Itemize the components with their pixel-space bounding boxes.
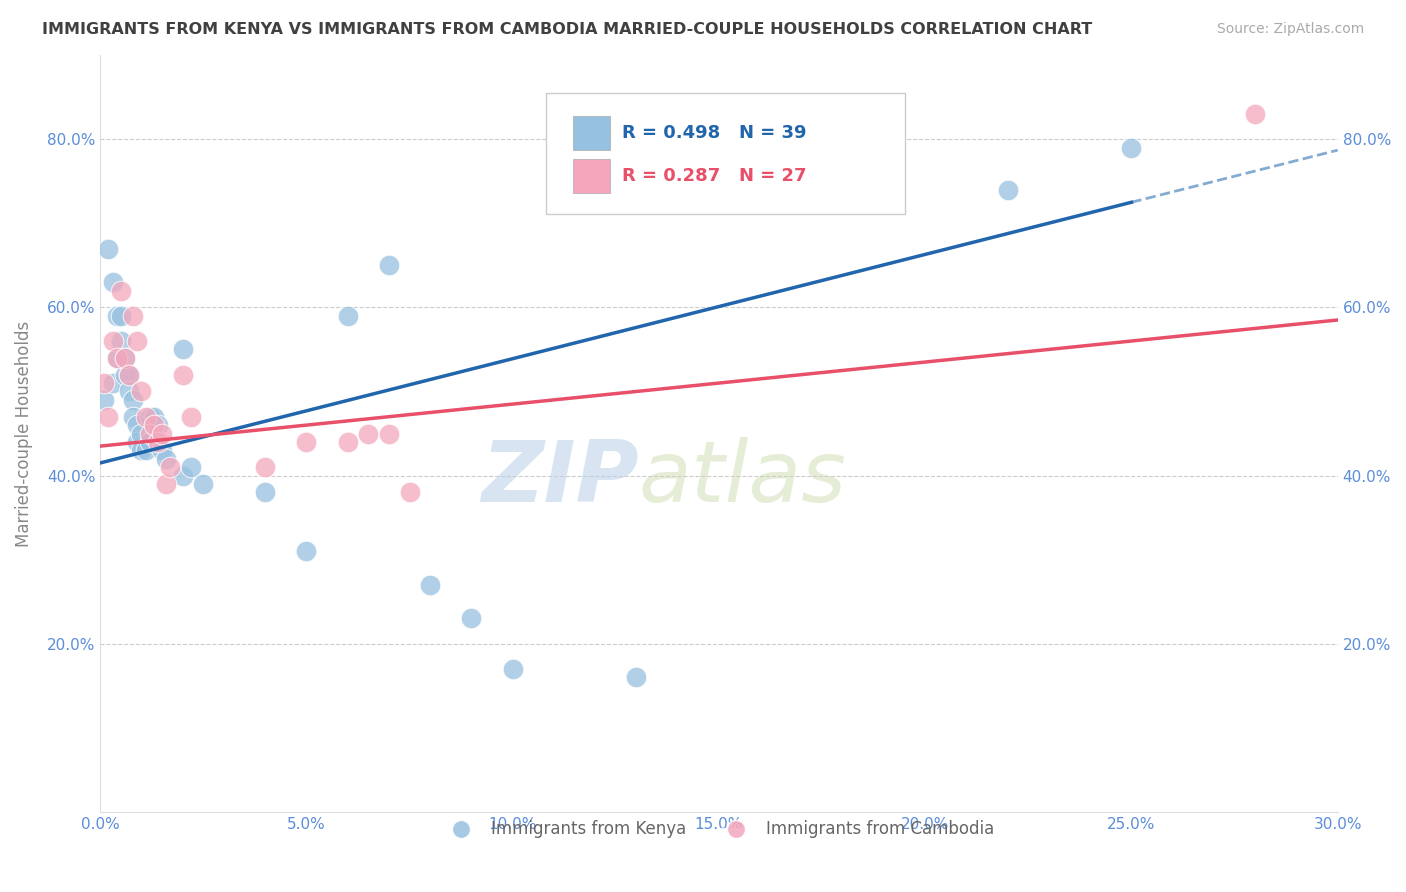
Text: ZIP: ZIP (481, 437, 638, 520)
Text: IMMIGRANTS FROM KENYA VS IMMIGRANTS FROM CAMBODIA MARRIED-COUPLE HOUSEHOLDS CORR: IMMIGRANTS FROM KENYA VS IMMIGRANTS FROM… (42, 22, 1092, 37)
Point (142, 409, 165, 424)
Point (93, 376, 115, 390)
Point (114, 351, 136, 365)
Point (118, 368, 141, 382)
Point (139, 409, 162, 424)
Point (460, 611, 482, 625)
Point (150, 443, 173, 458)
Point (114, 368, 136, 382)
Legend: Immigrants from Kenya, Immigrants from Cambodia: Immigrants from Kenya, Immigrants from C… (437, 814, 1001, 845)
Point (118, 384, 141, 399)
Point (127, 418, 149, 433)
Point (105, 351, 128, 365)
Point (146, 418, 169, 433)
Text: Source: ZipAtlas.com: Source: ZipAtlas.com (1216, 22, 1364, 37)
Point (105, 309, 128, 323)
Point (131, 426, 153, 441)
Point (101, 376, 124, 390)
Point (110, 284, 132, 298)
Point (127, 434, 149, 449)
Point (114, 351, 136, 365)
Point (135, 443, 157, 458)
Point (97, 242, 120, 256)
Point (193, 477, 215, 491)
Text: R = 0.287   N = 27: R = 0.287 N = 27 (623, 167, 807, 186)
Point (110, 309, 132, 323)
Point (378, 426, 401, 441)
Point (101, 334, 124, 348)
Point (626, 670, 648, 684)
Point (172, 368, 194, 382)
Point (398, 485, 420, 500)
Point (1121, 141, 1143, 155)
Point (357, 426, 380, 441)
Point (118, 368, 141, 382)
Point (97, 409, 120, 424)
Point (122, 392, 145, 407)
Point (142, 418, 165, 433)
Text: R = 0.498   N = 39: R = 0.498 N = 39 (623, 124, 807, 142)
Point (131, 384, 153, 399)
Point (172, 468, 194, 483)
Point (155, 451, 177, 466)
Point (502, 662, 524, 676)
Point (254, 485, 277, 500)
Point (139, 426, 162, 441)
Point (101, 275, 124, 289)
Point (336, 309, 359, 323)
Point (295, 544, 318, 558)
Point (336, 434, 359, 449)
Point (135, 409, 157, 424)
Point (122, 409, 145, 424)
Point (150, 426, 173, 441)
Point (1244, 107, 1267, 121)
Point (419, 578, 441, 592)
Point (997, 183, 1019, 197)
Bar (572, 116, 610, 150)
Point (155, 477, 177, 491)
Point (146, 434, 169, 449)
Point (378, 258, 401, 272)
Point (688, 183, 710, 197)
Point (159, 460, 181, 475)
Point (93, 392, 115, 407)
Point (127, 334, 149, 348)
Y-axis label: Married-couple Households: Married-couple Households (15, 320, 32, 547)
Point (254, 460, 277, 475)
FancyBboxPatch shape (546, 93, 904, 214)
Point (110, 334, 132, 348)
Point (139, 434, 162, 449)
Point (122, 309, 145, 323)
Point (172, 343, 194, 357)
Bar (572, 159, 610, 193)
Text: atlas: atlas (638, 437, 846, 520)
Point (131, 443, 153, 458)
Point (105, 351, 128, 365)
Point (295, 434, 318, 449)
Point (180, 460, 202, 475)
Point (180, 409, 202, 424)
